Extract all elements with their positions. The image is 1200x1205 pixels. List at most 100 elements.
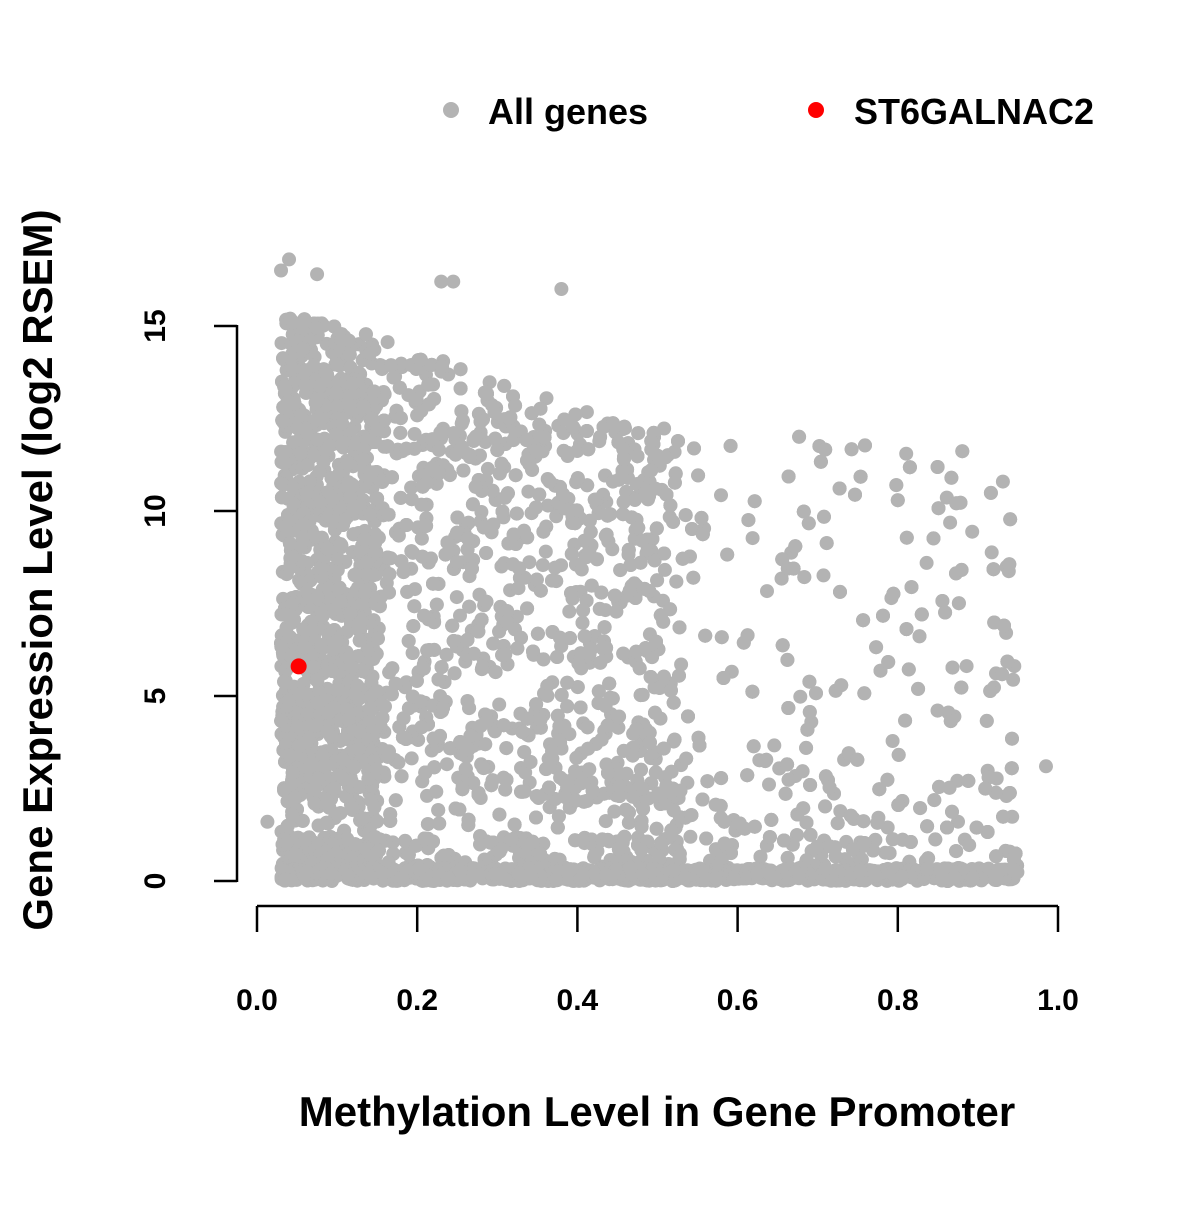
all-genes-point: [799, 740, 814, 755]
all-genes-point: [557, 412, 572, 427]
all-genes-point: [889, 478, 904, 493]
all-genes-point: [420, 817, 435, 832]
all-genes-point: [930, 460, 945, 474]
all-genes-point: [571, 656, 586, 671]
all-genes-point: [560, 675, 575, 690]
all-genes-point: [540, 688, 555, 703]
all-genes-point: [843, 808, 858, 823]
all-genes-point: [632, 661, 647, 676]
all-genes-point: [492, 807, 507, 822]
all-genes-point: [439, 647, 454, 662]
all-genes-point: [476, 760, 491, 775]
all-genes-point: [793, 689, 808, 704]
all-genes-point: [562, 604, 577, 619]
all-genes-point: [920, 819, 935, 834]
all-genes-point: [540, 498, 555, 513]
all-genes-point: [983, 684, 998, 698]
all-genes-point: [414, 497, 429, 512]
all-genes-point: [320, 367, 335, 382]
all-genes-point: [429, 784, 444, 799]
all-genes-point: [486, 636, 501, 651]
all-genes-point: [616, 495, 631, 509]
all-genes-point: [609, 604, 624, 619]
all-genes-point: [868, 832, 883, 847]
all-genes-point: [407, 427, 422, 441]
all-genes-point: [954, 562, 969, 577]
all-genes-point: [667, 732, 682, 747]
all-genes-point: [601, 766, 615, 780]
all-genes-point: [295, 813, 310, 828]
all-genes-point: [346, 502, 361, 517]
all-genes-point: [343, 606, 358, 621]
all-genes-point: [551, 809, 566, 824]
all-genes-point: [432, 816, 447, 831]
all-genes-point: [386, 370, 401, 385]
all-genes-point: [474, 612, 489, 627]
all-genes-point: [463, 728, 478, 743]
all-genes-point: [600, 508, 615, 523]
all-genes-point: [944, 470, 959, 485]
all-genes-point: [356, 441, 371, 456]
all-genes-point: [775, 638, 790, 653]
all-genes-point: [496, 718, 511, 733]
all-genes-point: [521, 484, 536, 499]
all-genes-point: [361, 771, 376, 786]
all-genes-point: [364, 793, 378, 808]
all-genes-point: [315, 608, 330, 623]
all-genes-point: [450, 510, 465, 525]
all-genes-point: [720, 547, 735, 562]
all-genes-point: [753, 849, 768, 864]
all-genes-point: [383, 813, 398, 828]
all-genes-point: [384, 687, 399, 702]
all-genes-point: [899, 446, 914, 461]
all-genes-point: [297, 640, 312, 655]
all-genes-point: [969, 820, 984, 835]
all-genes-point: [988, 785, 1003, 800]
all-genes-point: [634, 762, 648, 777]
all-genes-point: [856, 613, 871, 628]
all-genes-point: [781, 772, 796, 787]
all-genes-point: [287, 790, 302, 805]
all-genes-point: [675, 551, 690, 566]
all-genes-point: [310, 432, 325, 447]
all-genes-point: [320, 590, 335, 605]
all-genes-point: [635, 533, 650, 548]
all-genes-point: [762, 830, 777, 845]
all-genes-point: [460, 632, 475, 647]
all-genes-point: [580, 720, 595, 735]
all-genes-point: [466, 776, 481, 790]
all-genes-point: [983, 485, 998, 500]
all-genes-point: [478, 737, 493, 752]
all-genes-point: [278, 382, 293, 397]
all-genes-point: [282, 560, 297, 575]
all-genes-point: [656, 741, 671, 756]
all-genes-point: [585, 783, 600, 798]
all-genes-point: [652, 680, 667, 695]
all-genes-point: [740, 628, 755, 643]
all-genes-point: [344, 773, 359, 788]
all-genes-point: [981, 770, 996, 785]
all-genes-point: [465, 497, 480, 512]
all-genes-point: [560, 774, 575, 789]
all-genes-point: [533, 583, 548, 598]
all-genes-point: [684, 808, 699, 823]
all-genes-point: [340, 456, 355, 471]
all-genes-point: [492, 624, 507, 639]
all-genes-point: [961, 773, 976, 788]
all-genes-point: [535, 558, 550, 573]
all-genes-point: [902, 460, 917, 475]
all-genes-point: [732, 816, 747, 831]
all-genes-point: [657, 546, 672, 561]
all-genes-point: [405, 646, 420, 660]
all-genes-point: [388, 676, 403, 691]
all-genes-point: [767, 738, 782, 753]
all-genes-point: [520, 601, 535, 616]
all-genes-point: [474, 662, 489, 677]
all-genes-point: [686, 570, 701, 585]
all-genes-point: [844, 442, 859, 457]
all-genes-point: [500, 604, 515, 619]
all-genes-point: [618, 802, 633, 817]
all-genes-point: [797, 570, 812, 585]
all-genes-point: [511, 581, 526, 596]
